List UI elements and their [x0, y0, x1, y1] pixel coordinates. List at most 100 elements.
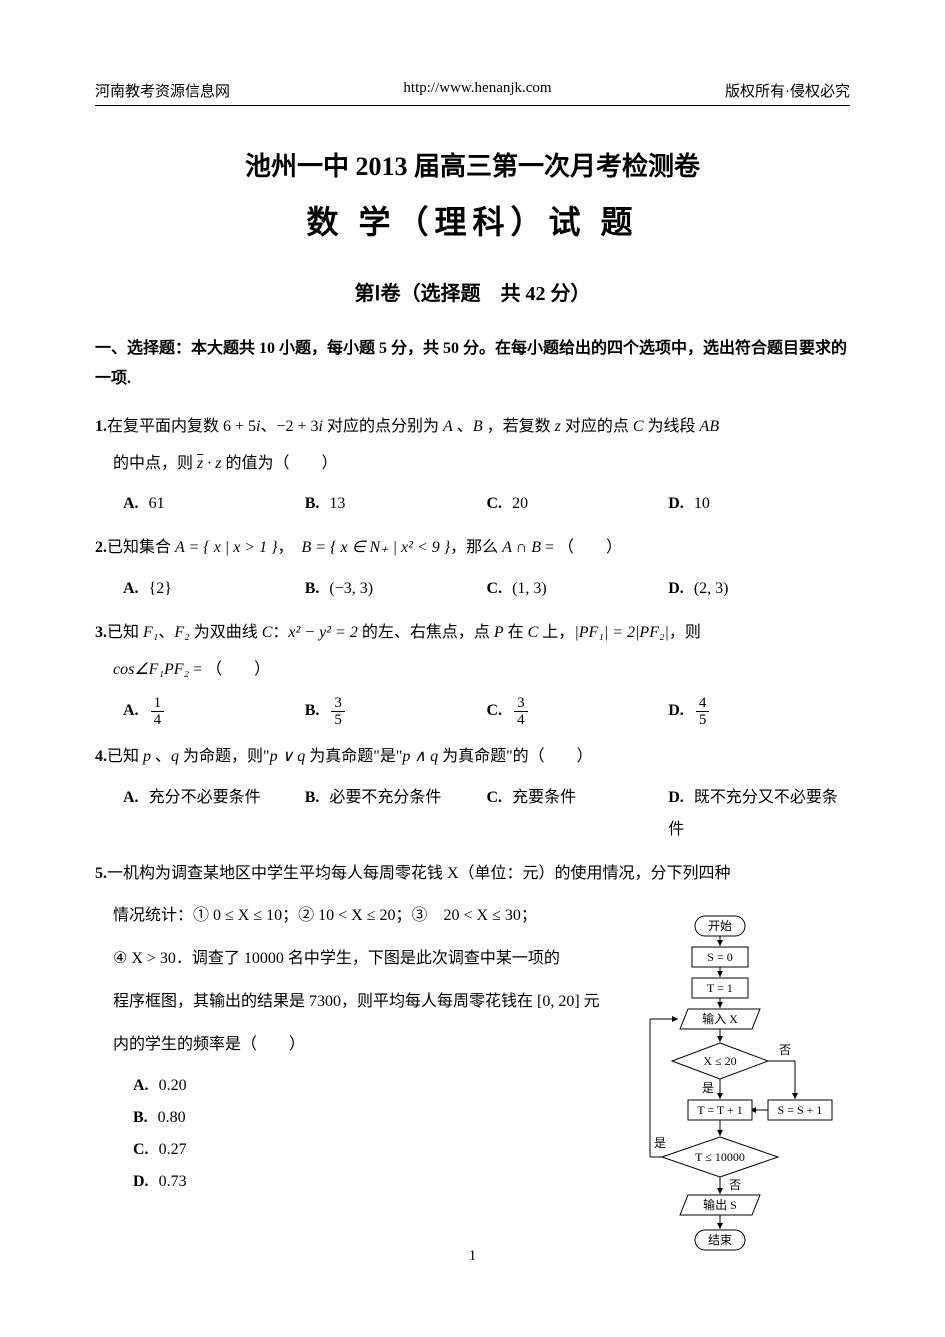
q3-text-f: 在	[504, 624, 528, 641]
q3-C2: C	[528, 624, 539, 641]
q3-opt-b: B.35	[305, 695, 487, 729]
q5-opt-a: A.0.20	[133, 1070, 610, 1102]
q1-text-f: 对应的点	[561, 418, 633, 435]
q2-setA: A = { x | x > 1 }	[175, 539, 277, 556]
q4-options: A.充分不必要条件 B.必要不充分条件 C.充要条件 D.既不充分又不必要条件	[95, 782, 850, 846]
q3-line2: cos∠F₁PF₂ = （ ）	[95, 652, 270, 689]
q1-opt-c: C.20	[487, 488, 669, 520]
q4-opt-c: C.充要条件	[487, 782, 669, 846]
fc-output: 输出 S	[703, 1197, 737, 1212]
q3-rel: |PF₁| = 2|PF₂|	[574, 624, 669, 641]
q2-opt-b: B.(−3, 3)	[305, 573, 487, 605]
fc-start: 开始	[708, 919, 732, 933]
q1-AB: AB	[700, 418, 720, 435]
q5-text-b: 情况统计：① 0 ≤ X ≤ 10；② 10 < X ≤ 20；③ 20 < X…	[95, 898, 537, 935]
q1-C: C	[633, 418, 644, 435]
q4-text-e: 为真命题"的（ ）	[438, 748, 593, 765]
exam-page: 河南教考资源信息网 http://www.henanjk.com 版权所有·侵权…	[0, 0, 945, 1305]
q3-text-g: 上，	[538, 624, 574, 641]
fc-incS: S = S + 1	[778, 1103, 823, 1117]
fc-end: 结束	[708, 1233, 732, 1247]
q4-p: p	[143, 748, 151, 765]
part-title: 第Ⅰ卷（选择题 共 42 分）	[95, 277, 850, 306]
fc-incT: T = T + 1	[697, 1103, 743, 1117]
q4-number: 4.	[95, 748, 107, 765]
q3-F1: F₁	[143, 624, 158, 641]
q1-opt-d: D.10	[668, 488, 850, 520]
q3-text-d: ：	[272, 624, 288, 641]
q2-text-c: ，那么	[450, 539, 502, 556]
flowchart-diagram: 开始 S = 0 T = 1 输入 X X ≤ 20 否	[640, 914, 860, 1314]
q3-C: C	[262, 624, 273, 641]
q2-setB: B = { x ∈ N₊ | x² < 9 }	[302, 539, 451, 556]
exam-title: 池州一中 2013 届高三第一次月考检测卷	[95, 146, 850, 183]
fc-no1: 否	[779, 1043, 791, 1057]
q2-AcapB: A ∩ B	[502, 539, 541, 556]
header-center: http://www.henanjk.com	[403, 80, 551, 101]
q3-opt-d: D.45	[668, 695, 850, 729]
q5-text-c: ④ X > 30．调查了 10000 名中学生，下图是此次调查中某一项的	[95, 941, 560, 978]
question-5-wrap: 5.一机构为调查某地区中学生平均每人每周零花钱 X（单位：元）的使用情况，分下列…	[95, 856, 850, 1198]
q5-opt-b: B.0.80	[133, 1102, 610, 1134]
section-instructions: 一、选择题：本大题共 10 小题，每小题 5 分，共 50 分。在每小题给出的四…	[95, 334, 850, 395]
q3-text-e: 的左、右焦点，点	[358, 624, 494, 641]
q1-zbarz: z · z	[197, 455, 221, 472]
fc-input: 输入 X	[702, 1011, 738, 1026]
q5-text-e: 内的学生的频率是（ ）	[95, 1027, 305, 1064]
q2-opt-a: A.{2}	[123, 573, 305, 605]
q4-text-c: 为命题，则"	[179, 748, 270, 765]
q3-text-a: 已知	[107, 624, 143, 641]
header-left: 河南教考资源信息网	[95, 80, 230, 101]
q1-text-d: 、	[453, 418, 473, 435]
q1-text-b: 、−2 + 3	[260, 418, 318, 435]
q1-text-i: 的值为（ ）	[221, 455, 337, 472]
q1-text-a: 在复平面内复数 6 + 5	[107, 418, 256, 435]
q3-cos: cos∠F₁PF₂	[113, 661, 189, 678]
q3-opt-a: A.14	[123, 695, 305, 729]
q5-body: 情况统计：① 0 ≤ X ≤ 10；② 10 < X ≤ 20；③ 20 < X…	[95, 898, 610, 1197]
fc-cond1: X ≤ 20	[703, 1054, 736, 1068]
q3-opt-c: C.34	[487, 695, 669, 729]
q1-line2: 的中点，则 z · z 的值为（ ）	[95, 446, 338, 483]
q4-pandq: p ∧ q	[402, 748, 438, 765]
q2-text-b: ，	[278, 539, 302, 556]
fc-cond2: T ≤ 10000	[695, 1150, 745, 1164]
q4-q: q	[171, 748, 179, 765]
fc-yes2: 是	[654, 1136, 666, 1150]
q4-porq: p ∨ q	[270, 748, 306, 765]
fc-t1: T = 1	[707, 981, 733, 995]
q4-opt-d: D.既不充分又不必要条件	[668, 782, 850, 846]
q2-number: 2.	[95, 539, 107, 556]
exam-subject: 数 学（理科）试 题	[95, 197, 850, 243]
question-2: 2.已知集合 A = { x | x > 1 }， B = { x ∈ N₊ |…	[95, 530, 850, 567]
q5-text-a: 一机构为调查某地区中学生平均每人每周零花钱 X（单位：元）的使用情况，分下列四种	[107, 865, 731, 882]
q4-opt-a: A.充分不必要条件	[123, 782, 305, 846]
q2-options: A.{2} B.(−3, 3) C.(1, 3) D.(2, 3)	[95, 573, 850, 605]
q4-text-d: 为真命题"是"	[305, 748, 402, 765]
fc-yes1: 是	[702, 1081, 714, 1095]
q1-text-e: ，若复数	[483, 418, 555, 435]
q1-opt-b: B.13	[305, 488, 487, 520]
fc-s0: S = 0	[707, 950, 732, 964]
q1-B: B	[473, 418, 483, 435]
q4-text-b: 、	[151, 748, 171, 765]
q5-opt-d: D.0.73	[133, 1166, 610, 1198]
q4-opt-b: B.必要不充分条件	[305, 782, 487, 846]
q1-text-c: 对应的点分别为	[323, 418, 443, 435]
page-header: 河南教考资源信息网 http://www.henanjk.com 版权所有·侵权…	[95, 80, 850, 106]
q1-options: A.61 B.13 C.20 D.10	[95, 488, 850, 520]
q3-options: A.14 B.35 C.34 D.45	[95, 695, 850, 729]
q3-text-h: ，则	[669, 624, 701, 641]
q4-text-a: 已知	[107, 748, 143, 765]
q2-text-a: 已知集合	[107, 539, 175, 556]
q3-text-b: 、	[158, 624, 174, 641]
q5-options: A.0.20 B.0.80 C.0.27 D.0.73	[95, 1070, 610, 1198]
q1-text-h: 的中点，则	[113, 455, 197, 472]
q5-text-d: 程序框图，其输出的结果是 7300，则平均每人每周零花钱在 [0, 20] 元	[95, 984, 600, 1021]
question-4: 4.已知 p 、q 为命题，则"p ∨ q 为真命题"是"p ∧ q 为真命题"…	[95, 739, 850, 776]
q3-number: 3.	[95, 624, 107, 641]
q3-text-i: = （ ）	[189, 661, 270, 678]
fc-no2: 否	[729, 1178, 741, 1192]
header-right: 版权所有·侵权必究	[725, 80, 850, 101]
q2-opt-d: D.(2, 3)	[668, 573, 850, 605]
